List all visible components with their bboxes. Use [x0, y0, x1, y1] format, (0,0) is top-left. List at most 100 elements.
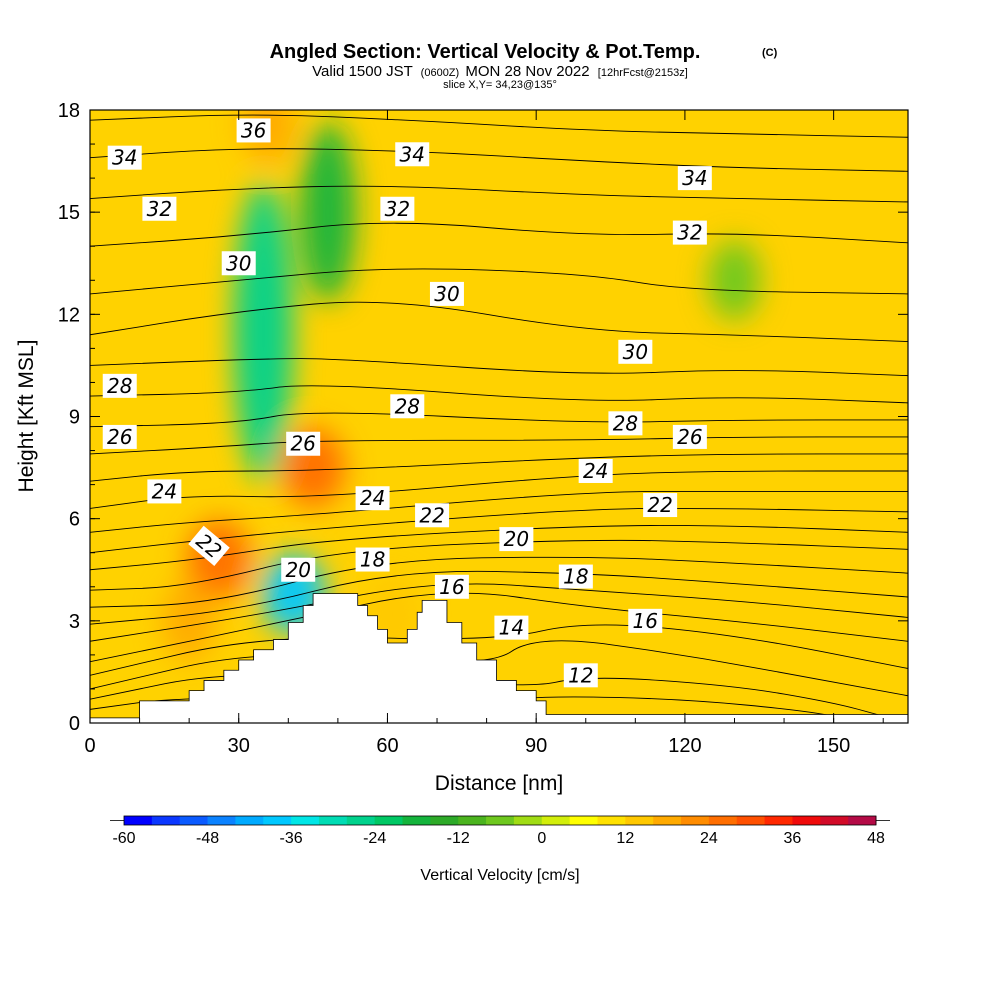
colorbar-tick-label: -24 [363, 830, 386, 847]
x-tick-label: 120 [668, 735, 701, 757]
contour-label-box [236, 118, 271, 143]
isentrope-line [90, 539, 908, 591]
contour-label-box [608, 411, 643, 436]
contour-label: 16 [434, 574, 469, 599]
slice-label: slice X,Y= 34,23@135° [443, 79, 557, 91]
contour-label-text: 26 [677, 425, 702, 449]
y-tick-label: 6 [69, 509, 80, 531]
isentrope-line [90, 385, 908, 404]
colorbar-swatch [318, 816, 348, 825]
contour-label-box [578, 458, 613, 483]
contour-label-text: 28 [613, 411, 638, 435]
colorbar-tick-label: -12 [447, 830, 470, 847]
contour-label-box [390, 394, 425, 419]
colorbar-swatch [541, 816, 571, 825]
terrain-layer [90, 593, 908, 723]
contour-label-box [499, 527, 534, 552]
colorbar-tick-label: 12 [616, 830, 634, 847]
isentrope-line [90, 490, 908, 533]
contour-label-text: 26 [290, 432, 315, 456]
contour-label: 18 [558, 564, 593, 589]
contour-label-box [188, 525, 230, 567]
chart-title: Angled Section: Vertical Velocity & Pot.… [270, 41, 701, 63]
colorbar-swatch [291, 816, 320, 825]
velocity-feature [707, 240, 761, 321]
contour-label-text: 24 [360, 486, 385, 510]
colorbar-swatch [625, 816, 654, 825]
contour-label: 32 [672, 220, 707, 245]
contour-label-text: 22 [647, 493, 672, 517]
contour-label-box [102, 373, 137, 398]
contour-label-text: 18 [563, 565, 588, 589]
colorbar-tick-label: 36 [784, 830, 802, 847]
y-tick-label: 15 [58, 202, 80, 224]
contour-label-text: 32 [385, 197, 410, 221]
isentrope-line [90, 640, 908, 697]
contour-label-text: 18 [360, 548, 385, 572]
contour-label: 24 [355, 486, 390, 511]
contour-label: 30 [221, 251, 256, 276]
contour-label-text: 28 [395, 394, 420, 418]
chart-title-mark: (C) [762, 47, 778, 59]
contour-label-text: 34 [682, 166, 707, 190]
contour-label-text: 22 [419, 503, 444, 527]
colorbar-swatch [569, 816, 598, 825]
isentrope-line [90, 570, 908, 625]
contour-label-box [281, 557, 316, 582]
colorbar-tick-label: 48 [867, 830, 885, 847]
contour-label-text: 16 [439, 575, 464, 599]
contour-label: 26 [286, 431, 321, 456]
colorbar-swatch [207, 816, 236, 825]
colorbar-swatch [848, 816, 877, 825]
y-tick-label: 3 [69, 611, 80, 633]
x-axis-label: Distance [nm] [435, 772, 563, 795]
y-tick-label: 18 [58, 100, 80, 122]
chart-subtitle: Valid 1500 JST (0600Z) MON 28 Nov 2022 [… [312, 63, 688, 80]
contour-label: 28 [608, 411, 643, 436]
colorbar-swatch [736, 816, 766, 825]
contour-label: 30 [429, 281, 464, 306]
isentrope-line [90, 114, 908, 138]
contour-label: 22 [415, 503, 450, 528]
x-tick-label: 0 [84, 735, 95, 757]
contour-label-text: 24 [583, 459, 608, 483]
contour-label: 24 [578, 458, 613, 483]
colorbar-swatch [458, 816, 487, 825]
contour-label-text: 32 [147, 197, 172, 221]
contour-label-text: 16 [633, 609, 658, 633]
x-tick-label: 90 [525, 735, 547, 757]
y-tick-label: 0 [69, 713, 80, 735]
colorbar-swatch [653, 816, 682, 825]
contour-label-box [558, 564, 593, 589]
contour-label: 30 [618, 339, 653, 364]
x-tick-label: 150 [817, 735, 850, 757]
colorbar-swatch [820, 816, 849, 825]
colorbar-swatch [374, 816, 404, 825]
y-tick-label: 9 [69, 407, 80, 429]
contour-label-box [142, 196, 177, 221]
y-tick-label: 12 [58, 304, 80, 326]
colorbar-swatch [513, 816, 543, 825]
isentrope-line [90, 525, 908, 571]
contour-label: 34 [677, 166, 712, 191]
contour-label-text: 20 [285, 558, 310, 582]
contour-label: 20 [281, 557, 316, 582]
contour-label: 32 [380, 196, 415, 221]
colorbar-swatch [235, 816, 264, 825]
contour-label-text: 20 [504, 527, 529, 551]
colorbar-swatch [597, 816, 626, 825]
isentrope-line [90, 674, 884, 717]
contour-label-box [672, 424, 707, 449]
colorbar-swatch [124, 816, 153, 825]
isentrope-line [90, 453, 908, 482]
contour-label: 26 [102, 424, 137, 449]
colorbar-label: Vertical Velocity [cm/s] [420, 867, 579, 884]
contour-label-text: 34 [112, 146, 137, 170]
y-axis-label: Height [Kft MSL] [15, 340, 38, 493]
contour-label: 34 [395, 142, 430, 167]
isentrope-line [90, 556, 908, 608]
contour-label: 14 [494, 615, 529, 640]
contour-label-box [677, 166, 712, 191]
